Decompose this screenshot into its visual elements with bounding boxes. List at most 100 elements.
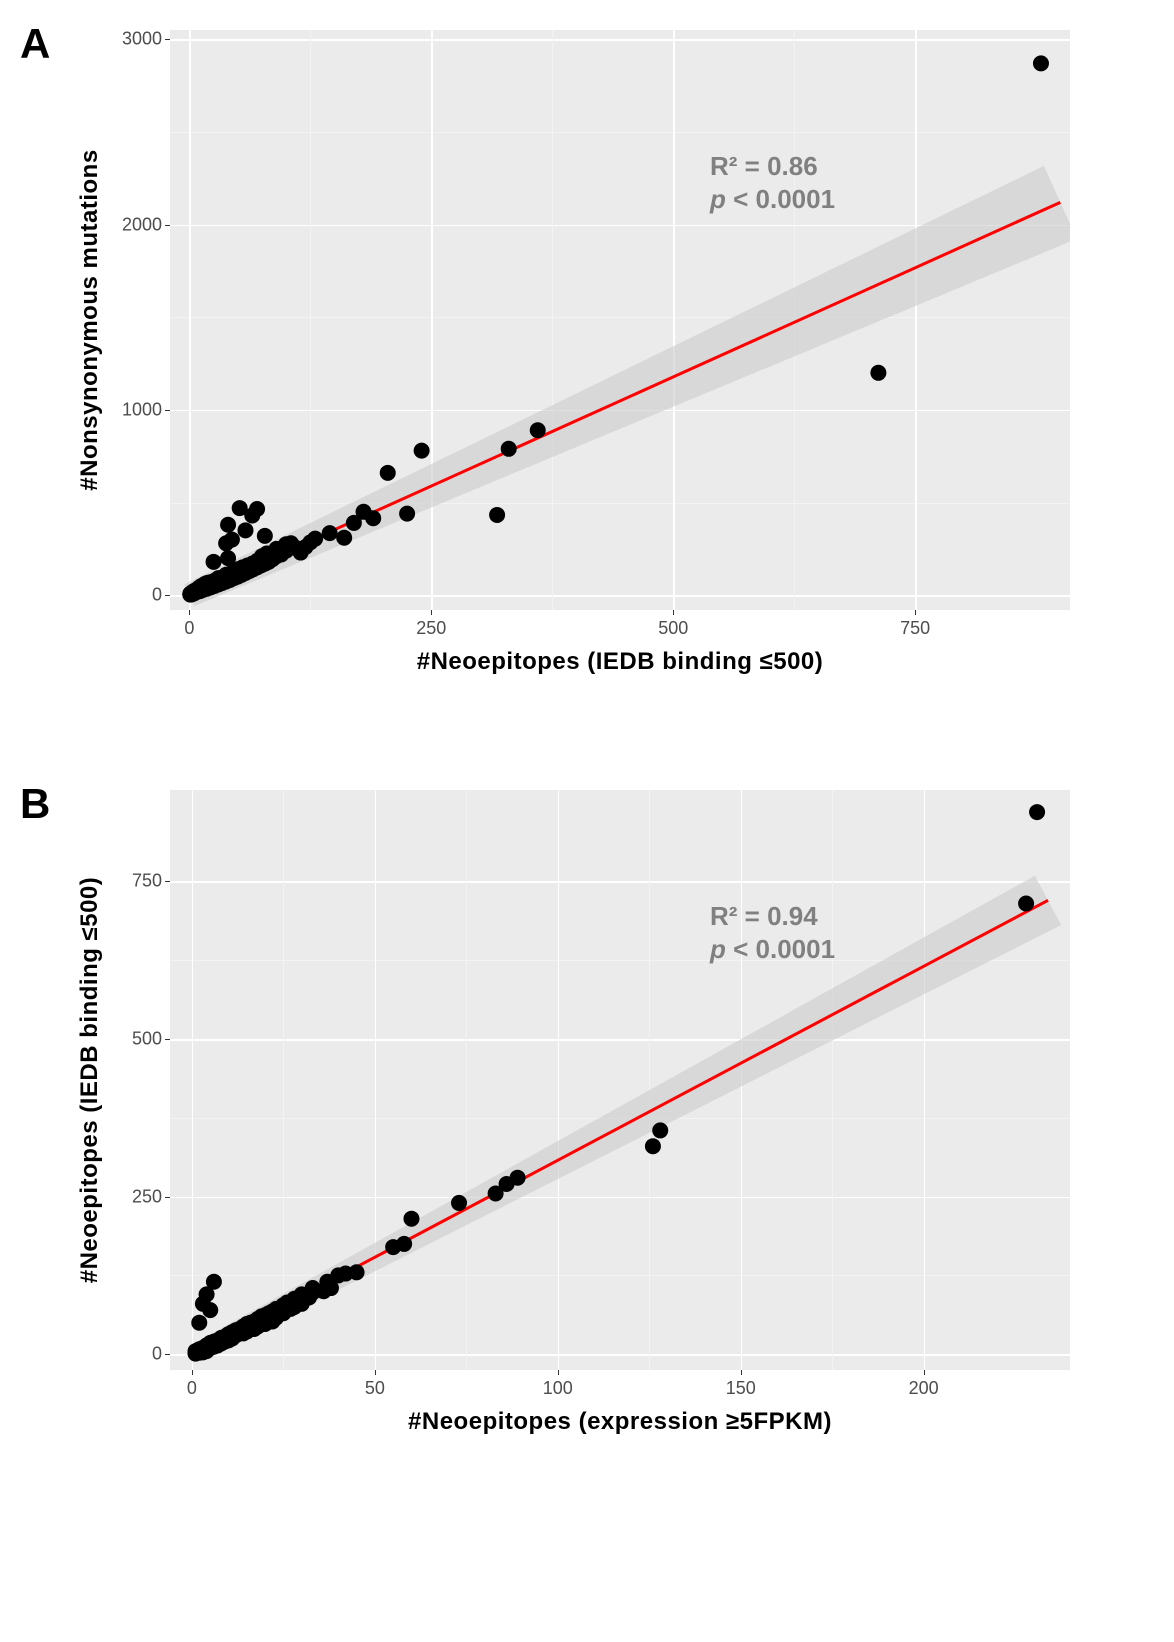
data-point bbox=[195, 1342, 211, 1358]
data-point bbox=[230, 569, 246, 585]
data-point bbox=[221, 1332, 237, 1348]
data-point bbox=[224, 1330, 240, 1346]
data-point bbox=[203, 579, 219, 595]
data-point bbox=[223, 568, 239, 584]
data-point bbox=[273, 546, 289, 562]
data-point bbox=[184, 584, 200, 600]
data-point bbox=[294, 1291, 310, 1307]
data-point bbox=[212, 571, 228, 587]
data-point bbox=[210, 573, 226, 589]
data-point bbox=[188, 1345, 204, 1361]
data-point bbox=[247, 557, 263, 573]
data-point bbox=[244, 556, 260, 572]
data-point bbox=[288, 540, 304, 556]
data-point bbox=[199, 1343, 215, 1359]
data-point bbox=[365, 510, 381, 526]
data-point bbox=[221, 1326, 237, 1342]
data-point bbox=[199, 1286, 215, 1302]
data-point bbox=[215, 570, 231, 586]
data-point bbox=[336, 530, 352, 546]
data-point bbox=[501, 441, 517, 457]
data-point bbox=[242, 1315, 258, 1331]
panel-a-xlabel: #Neoepitopes (IEDB binding ≤500) bbox=[417, 648, 824, 676]
data-point bbox=[322, 525, 338, 541]
data-point bbox=[210, 1332, 226, 1348]
data-point bbox=[1033, 55, 1049, 71]
data-point bbox=[870, 365, 886, 381]
ytick-label: 1000 bbox=[122, 399, 170, 420]
data-point bbox=[278, 541, 294, 557]
data-point bbox=[193, 578, 209, 594]
panel-a-annotation: R² = 0.86 p < 0.0001 bbox=[710, 150, 835, 215]
data-point bbox=[273, 542, 289, 558]
panel-a-pvalue: p < 0.0001 bbox=[710, 183, 835, 216]
data-point bbox=[510, 1170, 526, 1186]
data-point bbox=[188, 1343, 204, 1359]
data-point bbox=[253, 1308, 269, 1324]
data-point bbox=[188, 1345, 204, 1361]
data-point bbox=[257, 1307, 273, 1323]
data-point bbox=[286, 539, 302, 555]
regression-line bbox=[189, 202, 1060, 595]
data-point bbox=[191, 1344, 207, 1360]
confidence-band bbox=[184, 166, 1070, 606]
data-point bbox=[205, 574, 221, 590]
data-point bbox=[228, 1325, 244, 1341]
panel-a-ylabel: #Nonsynonymous mutations bbox=[76, 149, 104, 490]
data-point bbox=[222, 572, 238, 588]
data-point bbox=[194, 579, 210, 595]
data-point bbox=[264, 550, 280, 566]
data-point bbox=[294, 1286, 310, 1302]
data-point bbox=[220, 569, 236, 585]
data-point bbox=[489, 507, 505, 523]
chart-svg bbox=[170, 30, 1070, 610]
data-point bbox=[241, 563, 257, 579]
data-point bbox=[257, 1316, 273, 1332]
data-point bbox=[380, 465, 396, 481]
data-point bbox=[235, 1319, 251, 1335]
data-point bbox=[206, 575, 222, 591]
data-point bbox=[279, 1295, 295, 1311]
data-point bbox=[199, 1339, 215, 1355]
data-point bbox=[286, 1291, 302, 1307]
data-point bbox=[259, 548, 275, 564]
data-point bbox=[246, 1321, 262, 1337]
panel-b-plot-area: 0250500750050100150200 bbox=[170, 790, 1070, 1370]
data-point bbox=[213, 572, 229, 588]
panel-a-plot-wrap: #Nonsynonymous mutations 010002000300002… bbox=[170, 30, 1070, 610]
data-point bbox=[488, 1185, 504, 1201]
data-point bbox=[286, 1299, 302, 1315]
data-point bbox=[272, 1302, 288, 1318]
data-point bbox=[213, 1336, 229, 1352]
data-point bbox=[217, 1334, 233, 1350]
data-point bbox=[278, 536, 294, 552]
panel-b-pvalue: p < 0.0001 bbox=[710, 933, 835, 966]
data-point bbox=[264, 1303, 280, 1319]
data-point bbox=[251, 555, 267, 571]
panel-a-plot-area: 01000200030000250500750 bbox=[170, 30, 1070, 610]
data-point bbox=[250, 1315, 266, 1331]
data-point bbox=[268, 545, 284, 561]
data-point bbox=[206, 1335, 222, 1351]
figure: A #Nonsynonymous mutations 0100020003000… bbox=[20, 30, 1154, 1510]
panel-b-ylabel: #Neoepitopes (IEDB binding ≤500) bbox=[76, 877, 104, 1284]
data-point bbox=[349, 1264, 365, 1280]
data-point bbox=[234, 567, 250, 583]
data-point bbox=[356, 504, 372, 520]
data-point bbox=[185, 583, 201, 599]
data-point bbox=[267, 549, 283, 565]
data-point bbox=[215, 572, 231, 588]
data-point bbox=[214, 570, 230, 586]
data-point bbox=[206, 554, 222, 570]
data-point bbox=[235, 561, 251, 577]
data-point bbox=[202, 1302, 218, 1318]
data-point bbox=[399, 506, 415, 522]
data-point bbox=[232, 1321, 248, 1337]
data-point bbox=[228, 567, 244, 583]
data-point bbox=[206, 1334, 222, 1350]
data-point bbox=[202, 1335, 218, 1351]
data-point bbox=[244, 507, 260, 523]
panel-b-r2: R² = 0.94 bbox=[710, 900, 835, 933]
data-point bbox=[198, 576, 214, 592]
chart-svg bbox=[170, 790, 1070, 1370]
